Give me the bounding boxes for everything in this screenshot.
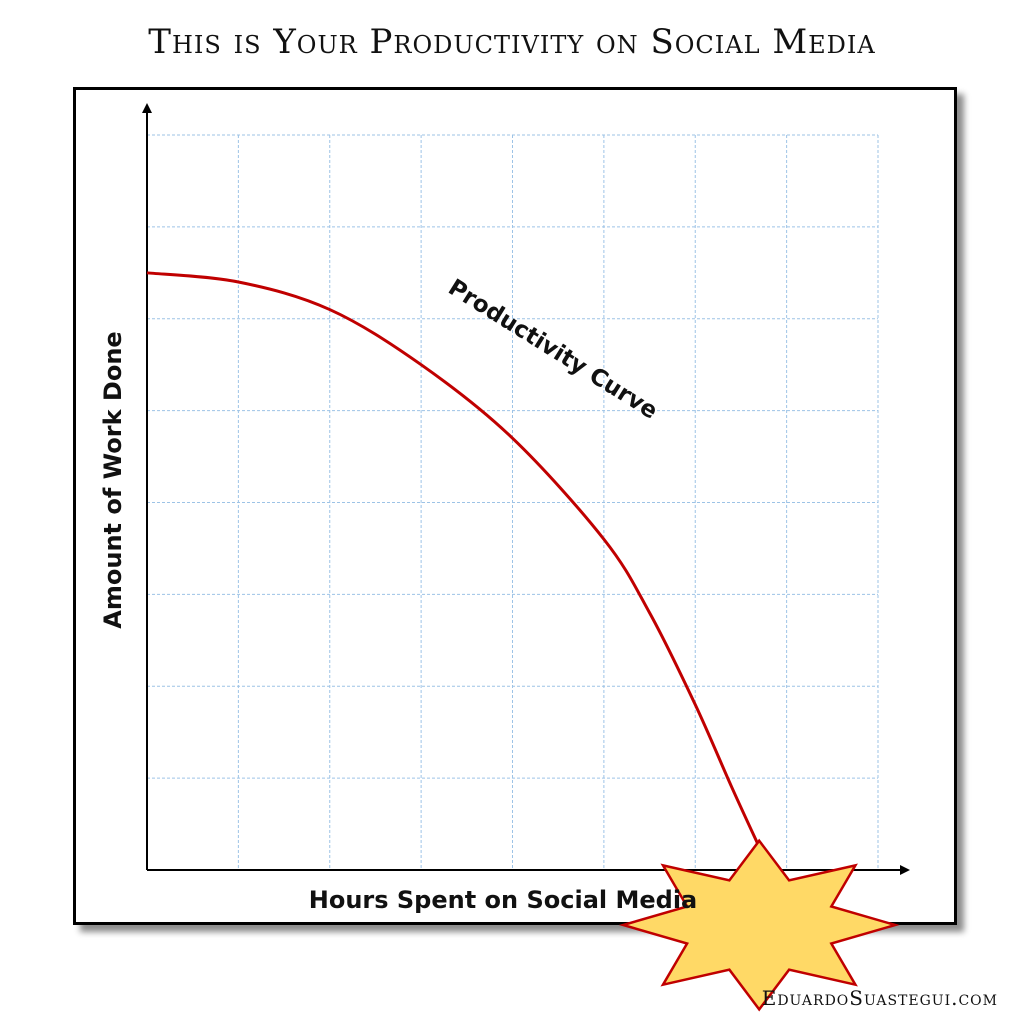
productivity-curve-line (146, 271, 761, 848)
credit-text: EduardoSuastegui.com (761, 986, 998, 1010)
curve-label: Productivity Curve (444, 275, 663, 425)
y-axis-label: Amount of Work Done (99, 331, 127, 628)
burst (618, 838, 900, 1012)
x-axis-label: Hours Spent on Social Media (309, 886, 698, 914)
grid (147, 134, 879, 870)
axes (142, 103, 910, 875)
series (146, 271, 761, 848)
chart-title: This is Your Productivity on Social Medi… (148, 22, 876, 62)
crash-burst-star (618, 838, 900, 1012)
